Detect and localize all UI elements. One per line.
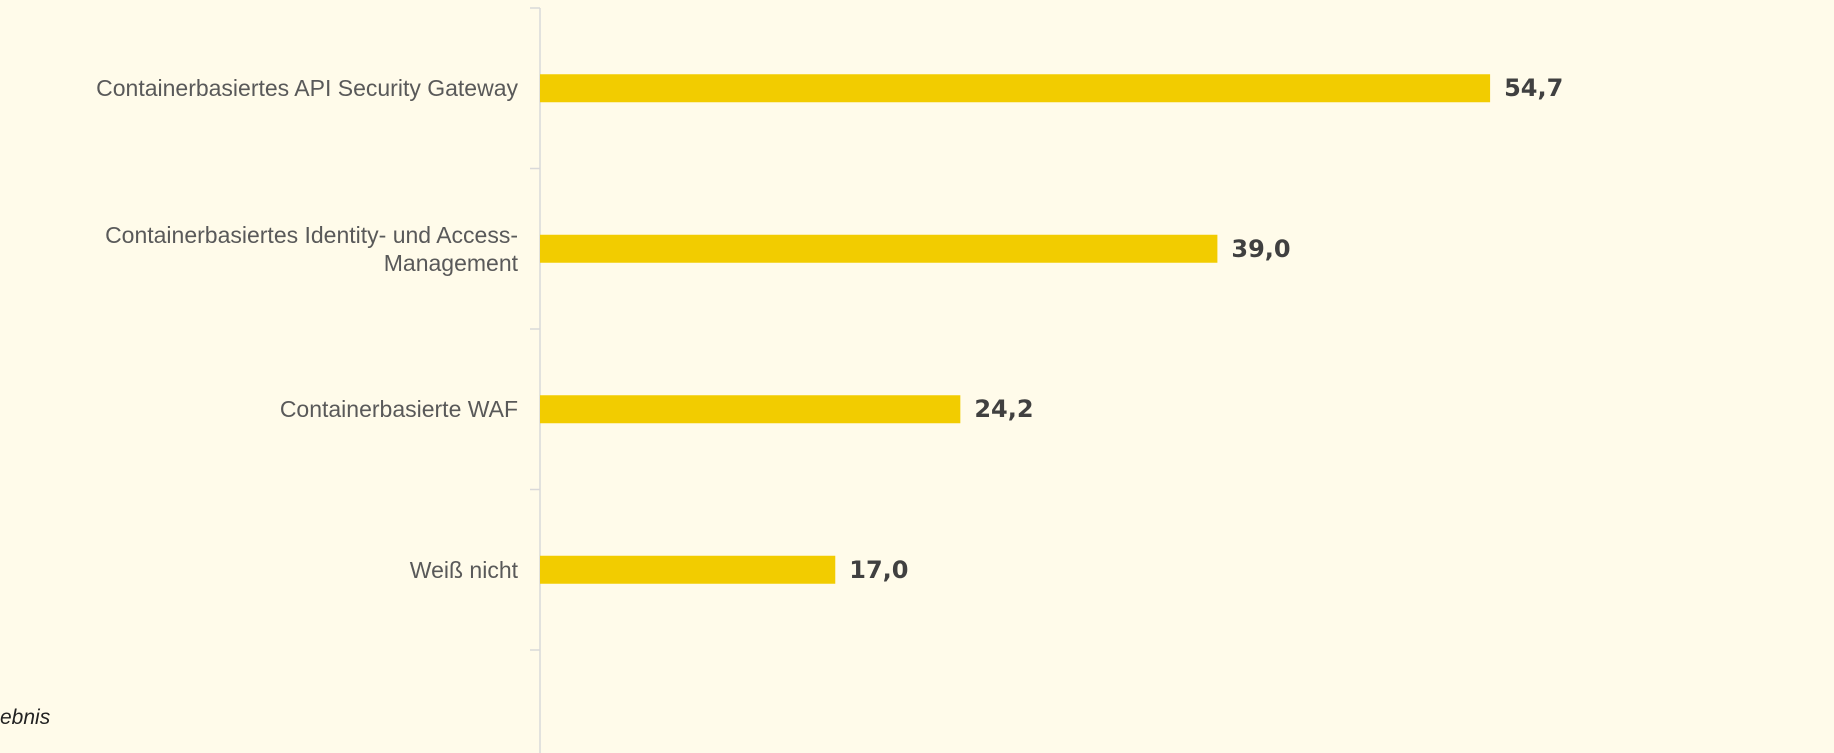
value-label: 54,7 [1504,74,1564,103]
category-label: Containerbasiertes Identity- und Access-… [105,221,518,276]
value-label: 39,0 [1231,234,1291,263]
bar [540,234,1218,263]
category-label: Containerbasiertes API Security Gateway [96,75,518,102]
value-label: 24,2 [974,395,1034,424]
category-label: Containerbasierte WAF [279,396,518,423]
category-label: Weiß nicht [409,556,518,583]
footnote: ebnis [0,706,51,729]
value-label: 17,0 [849,555,909,584]
bar [540,74,1491,103]
bar [540,555,836,584]
bar [540,395,961,424]
